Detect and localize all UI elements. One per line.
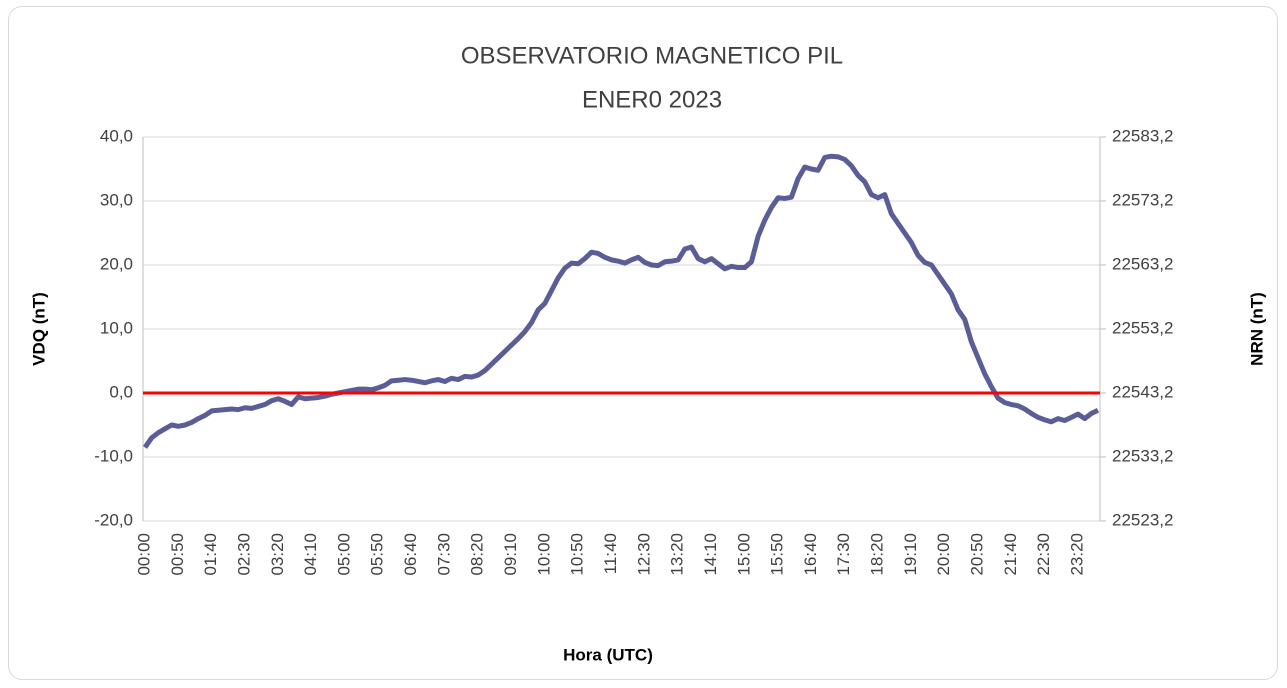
x-tick-label: 23:20 [1067, 533, 1086, 576]
y-tick-label: 0,0 [109, 382, 133, 401]
x-tick-label: 01:40 [201, 533, 220, 576]
x-axis-title: Hora (UTC) [563, 645, 653, 664]
y2-tick-label: 22523,2 [1112, 510, 1173, 529]
y2-tick-label: 22533,2 [1112, 446, 1173, 465]
x-tick-label: 20:00 [934, 533, 953, 576]
x-tick-label: 05:00 [334, 533, 353, 576]
y2-tick-label: 22563,2 [1112, 254, 1173, 273]
x-tick-label: 18:20 [868, 533, 887, 576]
x-tick-label: 14:10 [701, 533, 720, 576]
data-line [142, 153, 1100, 449]
y2-tick-label: 22583,2 [1112, 126, 1173, 145]
y2-tick-label: 22553,2 [1112, 318, 1173, 337]
x-tick-label: 06:40 [401, 533, 420, 576]
x-tick-label: 11:40 [601, 533, 620, 574]
x-tick-label: 15:00 [734, 533, 753, 576]
y-tick-label: 40,0 [100, 126, 133, 145]
x-tick-label: 13:20 [668, 533, 687, 576]
x-tick-label: 04:10 [301, 533, 320, 576]
y-tick-label: 30,0 [100, 190, 133, 209]
x-tick-label: 09:10 [501, 533, 520, 576]
x-tick-label: 10:00 [534, 533, 553, 576]
x-tick-label: 21:40 [1001, 533, 1020, 576]
x-tick-label: 20:50 [968, 533, 987, 576]
y-tick-label: -20,0 [94, 510, 133, 529]
x-tick-label: 22:30 [1034, 533, 1053, 576]
x-tick-label: 16:40 [801, 533, 820, 576]
x-tick-label: 15:50 [768, 533, 787, 576]
x-tick-label: 08:20 [468, 533, 487, 576]
x-tick-label: 00:50 [168, 533, 187, 576]
chart-title: OBSERVATORIO MAGNETICO PIL [461, 42, 843, 69]
y2-tick-label: 22543,2 [1112, 382, 1173, 401]
y-tick-label: 20,0 [100, 254, 133, 273]
chart-subtitle: ENER0 2023 [582, 86, 722, 113]
x-tick-label: 00:00 [134, 533, 153, 576]
x-tick-label: 03:20 [268, 533, 287, 576]
y-axis-title: VDQ (nT) [29, 292, 48, 366]
y2-tick-label: 22573,2 [1112, 190, 1173, 209]
x-tick-label: 07:30 [434, 533, 453, 576]
chart-card [8, 6, 1278, 680]
x-tick-label: 17:30 [834, 533, 853, 576]
x-tick-label: 19:10 [901, 533, 920, 576]
x-tick-label: 12:30 [634, 533, 653, 576]
x-tick-label: 02:30 [234, 533, 253, 576]
y-tick-label: -10,0 [94, 446, 133, 465]
y2-axis-title: NRN (nT) [1247, 292, 1266, 366]
x-tick-label: 05:50 [368, 533, 387, 576]
y-tick-label: 10,0 [100, 318, 133, 337]
x-tick-label: 10:50 [568, 533, 587, 576]
